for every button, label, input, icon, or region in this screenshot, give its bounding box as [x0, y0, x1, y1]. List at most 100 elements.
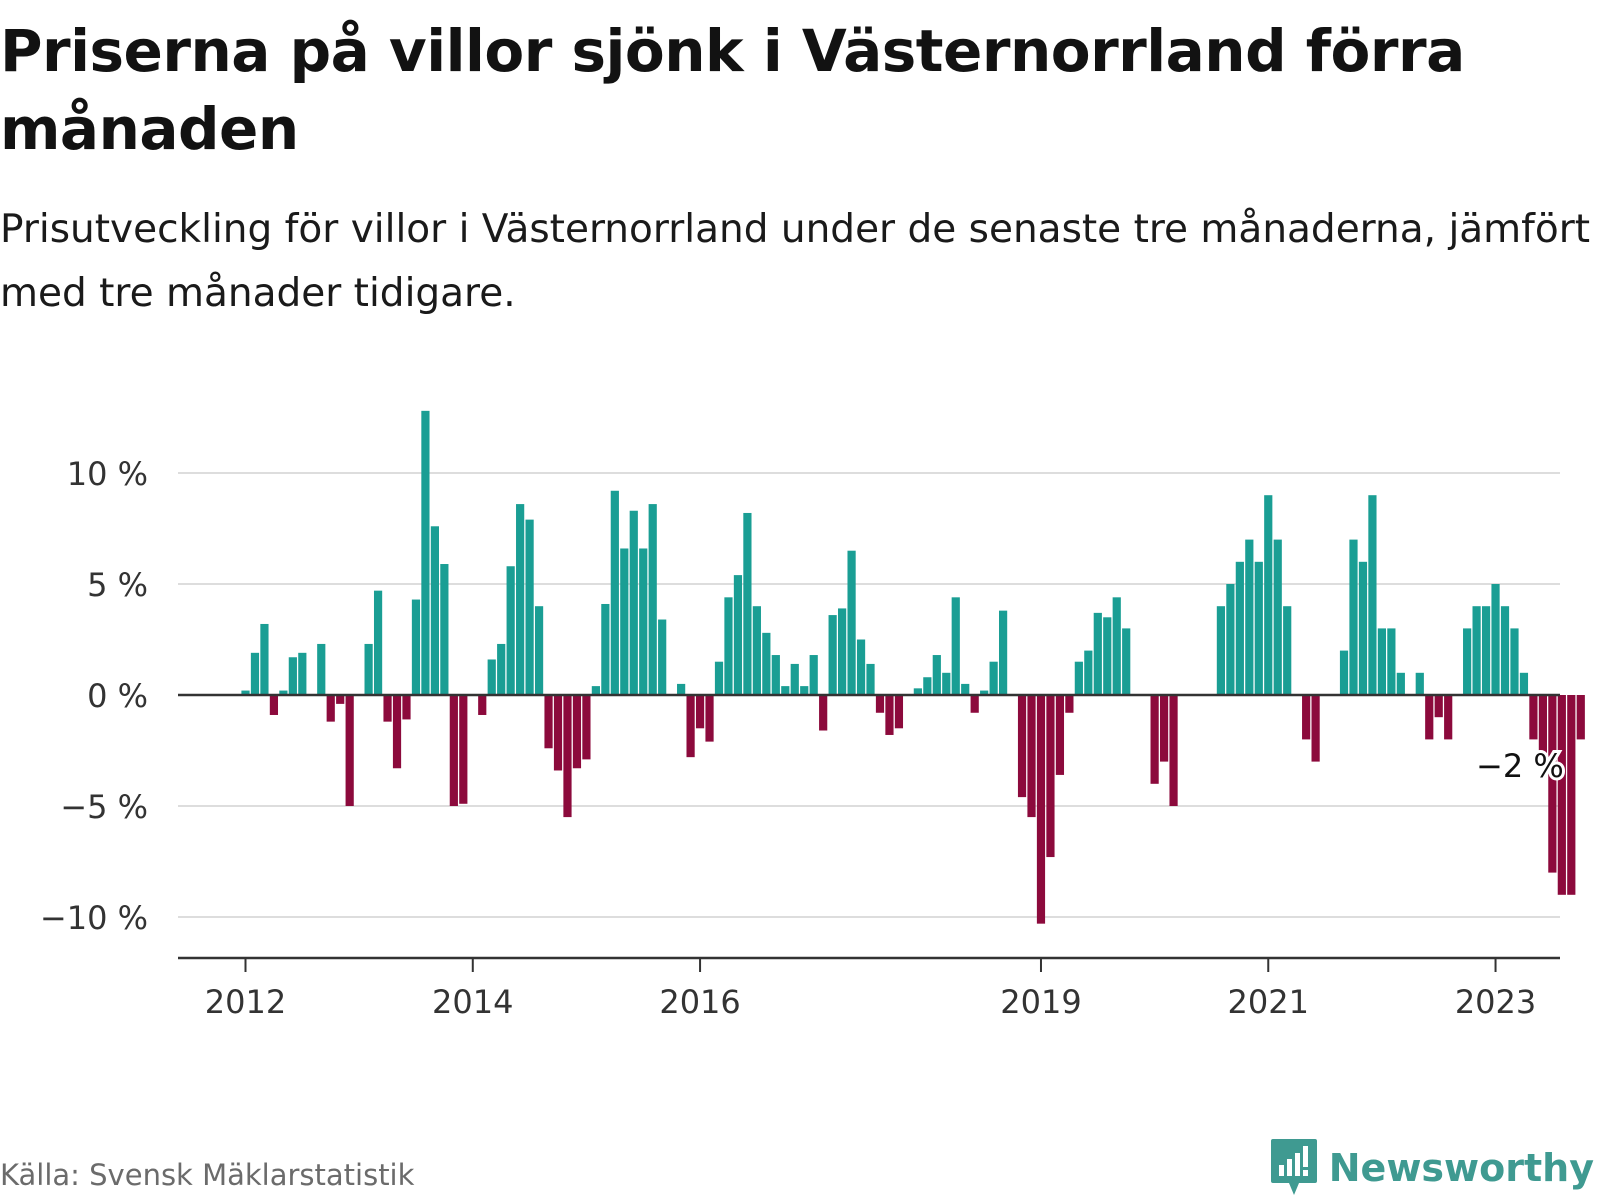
x-axis: 2012 2014 2016 2019 2021 2023: [178, 693, 1560, 1021]
bar: [326, 695, 335, 722]
bar: [762, 632, 771, 695]
bar: [733, 575, 743, 695]
bar: [1245, 539, 1254, 695]
bar: [1065, 695, 1074, 713]
bar: [743, 512, 752, 695]
bar: [478, 695, 487, 715]
bar: [516, 504, 525, 695]
bar: [1358, 561, 1368, 695]
bar: [1169, 695, 1178, 806]
gridlines: [178, 472, 1560, 918]
bar: [809, 655, 818, 695]
bar: [279, 690, 288, 695]
bar: [866, 663, 875, 695]
bar: [440, 564, 449, 695]
bar: [1235, 561, 1244, 695]
bar: [288, 657, 297, 695]
bar: [1491, 584, 1500, 695]
bar: [459, 695, 468, 804]
bar: [989, 661, 998, 695]
bar: [714, 661, 724, 695]
bar: [1500, 606, 1510, 695]
bar: [572, 695, 582, 769]
bar: [563, 695, 572, 818]
bar: [544, 695, 553, 749]
bar: [1529, 695, 1538, 740]
bar: [1055, 695, 1065, 775]
bar: [1387, 628, 1396, 695]
bar: [601, 603, 610, 695]
bar: [856, 639, 866, 695]
bar: [819, 695, 828, 731]
bar: [942, 672, 951, 695]
bar: [591, 686, 600, 695]
bar: [847, 550, 856, 695]
bar: [250, 652, 260, 695]
y-tick-label: 5 %: [87, 566, 148, 604]
bar: [999, 610, 1008, 695]
bar: [1216, 606, 1226, 695]
bar: [1425, 695, 1434, 740]
bar: [800, 686, 809, 695]
bar: [1434, 695, 1443, 718]
bar: [1415, 672, 1424, 695]
bar: [1122, 628, 1131, 695]
bar: [705, 695, 714, 742]
bar: [1538, 695, 1547, 762]
bar: [1273, 539, 1282, 695]
bar: [1339, 650, 1349, 695]
bar: [932, 655, 941, 695]
bar: [392, 695, 402, 769]
bar: [383, 695, 392, 722]
bars: [241, 410, 1585, 924]
bar: [610, 490, 619, 695]
bar: [1084, 650, 1093, 695]
bar: [525, 519, 534, 695]
bar: [1444, 695, 1453, 740]
bar: [1557, 695, 1566, 895]
bar: [781, 686, 790, 695]
page-title: Priserna på villor sjönk i Västernorrlan…: [0, 17, 1465, 163]
bar: [894, 695, 904, 729]
newsworthy-logo: Newsworthy: [1269, 1138, 1594, 1198]
bar: [658, 619, 667, 695]
bar: [1302, 695, 1311, 740]
bar: [336, 695, 345, 704]
brand-name: Newsworthy: [1328, 1146, 1594, 1190]
bar: [923, 677, 932, 695]
bar: [1548, 695, 1557, 873]
x-tick-label: 2023: [1455, 983, 1536, 1021]
bar: [724, 597, 733, 695]
bar: [1510, 628, 1519, 695]
bar: [1112, 597, 1121, 695]
bar: [913, 688, 922, 695]
x-tick-label: 2012: [205, 983, 286, 1021]
bar: [364, 643, 373, 695]
bar: [1481, 606, 1491, 695]
bar: [1368, 495, 1377, 695]
bar: [430, 526, 439, 695]
bar: [534, 606, 544, 695]
latest-value-label: −2 %: [1476, 747, 1564, 785]
bar: [449, 695, 458, 806]
bar: [582, 695, 591, 760]
bar: [838, 608, 847, 695]
bar: [951, 597, 960, 695]
bar: [648, 504, 657, 695]
bar: [629, 510, 638, 695]
bar: [752, 606, 761, 695]
bar: [1567, 695, 1576, 895]
bar: [1377, 628, 1386, 695]
bar: [677, 683, 686, 695]
bar: [553, 695, 563, 771]
bar: [875, 695, 885, 713]
bar: [1159, 695, 1169, 762]
bar: [639, 548, 648, 695]
bar: [620, 548, 629, 695]
bar: [980, 690, 989, 695]
bar: [961, 683, 970, 695]
source-note: Källa: Svensk Mäklarstatistik: [0, 1158, 415, 1192]
bar: [1519, 672, 1529, 695]
bar-chart: 10 % 5 % 0 % −5 % −10 % 2012 2014 2016 2019 2021…: [40, 410, 1585, 1021]
bar: [1093, 612, 1102, 695]
